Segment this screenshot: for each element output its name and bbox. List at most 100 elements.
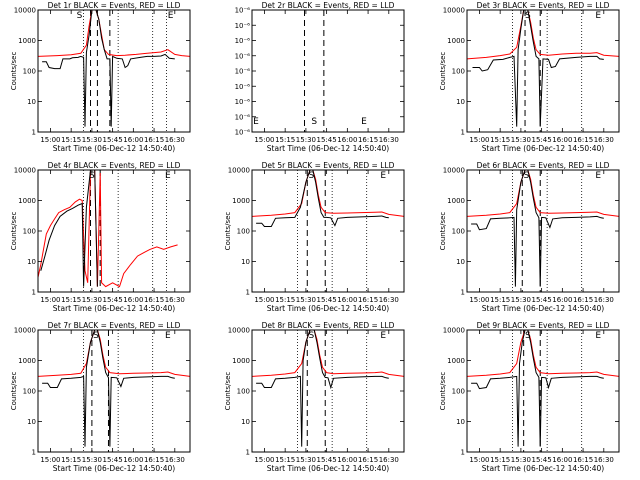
- y-axis-label: Counts/sec: [10, 372, 18, 411]
- y-tick-label: 10⁻⁶: [235, 129, 251, 137]
- series-line-events: [471, 169, 604, 287]
- y-axis-label: Counts/sec: [10, 212, 18, 251]
- marker-label: E: [253, 117, 259, 127]
- x-tick-label: 15:15: [490, 296, 510, 304]
- x-tick-label: 15:15: [275, 136, 295, 144]
- marker-label: S: [311, 117, 317, 127]
- x-tick-label: 16:30: [379, 296, 399, 304]
- x-tick-label: 15:00: [254, 296, 274, 304]
- y-tick-label: 10: [241, 418, 250, 426]
- x-tick-label: 15:45: [532, 136, 552, 144]
- marker-label: E: [380, 331, 386, 341]
- marker-label: S: [77, 11, 83, 21]
- x-tick-label: 15:15: [61, 136, 81, 144]
- x-tick-label: 15:45: [317, 296, 337, 304]
- x-tick-label: 15:15: [490, 456, 510, 464]
- y-tick-label: 100: [452, 68, 465, 76]
- x-tick-label: 15:45: [532, 456, 552, 464]
- y-tick-label: 100: [452, 228, 465, 236]
- series-line-events: [40, 169, 98, 287]
- marker-label: E: [168, 11, 174, 21]
- x-tick-label: 15:15: [275, 296, 295, 304]
- y-tick-label: 100: [452, 388, 465, 396]
- y-tick-label: 100: [23, 228, 36, 236]
- x-tick-label: 16:15: [144, 456, 164, 464]
- x-tick-label: 15:30: [82, 456, 102, 464]
- x-axis-label: Start Time (06-Dec-12 14:50:40): [53, 304, 175, 313]
- series-line-lld: [37, 169, 178, 288]
- y-tick-label: 10⁻⁶: [235, 113, 251, 121]
- x-tick-label: 16:00: [123, 136, 143, 144]
- y-tick-label: 100: [237, 228, 250, 236]
- panel-title: Det 4r BLACK = Events, RED = LLD: [48, 161, 181, 170]
- x-tick-label: 16:30: [379, 456, 399, 464]
- x-tick-label: 16:00: [552, 456, 572, 464]
- y-axis-label: Counts/sec: [439, 372, 447, 411]
- y-tick-label: 10000: [443, 167, 465, 175]
- x-tick-label: 15:45: [103, 136, 123, 144]
- x-tick-label: 16:30: [165, 456, 185, 464]
- x-tick-label: 15:30: [296, 136, 316, 144]
- y-tick-label: 10: [27, 98, 36, 106]
- x-tick-label: 15:30: [296, 296, 316, 304]
- x-tick-label: 16:15: [573, 456, 593, 464]
- x-tick-label: 15:45: [317, 456, 337, 464]
- marker-label: E: [380, 171, 386, 181]
- y-tick-label: 1000: [18, 197, 36, 205]
- series-line-events: [472, 9, 604, 127]
- panel-title: Det 9r BLACK = Events, RED = LLD: [477, 321, 610, 330]
- y-tick-label: 10: [456, 418, 465, 426]
- y-tick-label: 10000: [443, 327, 465, 335]
- x-tick-label: 15:15: [490, 136, 510, 144]
- y-tick-label: 1000: [18, 357, 36, 365]
- x-tick-label: 16:15: [573, 136, 593, 144]
- x-axis-label: Start Time (06-Dec-12 14:50:40): [53, 144, 175, 153]
- marker-label: E: [595, 331, 601, 341]
- marker-label: S: [525, 11, 531, 21]
- x-axis-label: Start Time (06-Dec-12 14:50:40): [53, 464, 175, 473]
- x-tick-label: 15:30: [511, 136, 531, 144]
- marker-label: S: [524, 171, 530, 181]
- x-tick-label: 16:00: [337, 456, 357, 464]
- y-tick-label: 10: [456, 258, 465, 266]
- x-tick-label: 16:30: [594, 296, 614, 304]
- x-tick-label: 15:30: [82, 136, 102, 144]
- x-tick-label: 15:00: [40, 456, 60, 464]
- marker-label: S: [89, 171, 95, 181]
- x-tick-label: 15:00: [254, 136, 274, 144]
- y-tick-label: 1000: [232, 197, 250, 205]
- marker-label: E: [595, 11, 601, 21]
- x-tick-label: 16:30: [165, 296, 185, 304]
- x-tick-label: 16:15: [358, 296, 378, 304]
- y-axis-label: Counts/sec: [439, 212, 447, 251]
- y-tick-label: 10⁻⁶: [235, 22, 251, 30]
- y-tick-label: 1: [461, 449, 465, 457]
- x-tick-label: 16:00: [552, 136, 572, 144]
- y-tick-label: 10000: [14, 167, 36, 175]
- y-tick-label: 1: [32, 289, 36, 297]
- x-tick-label: 15:45: [103, 296, 123, 304]
- x-tick-label: 16:30: [165, 136, 185, 144]
- x-tick-label: 16:15: [358, 456, 378, 464]
- x-tick-label: 15:30: [511, 296, 531, 304]
- x-tick-label: 16:15: [358, 136, 378, 144]
- y-axis-label: Counts/sec: [224, 212, 232, 251]
- series-line-events: [256, 329, 389, 447]
- x-tick-label: 15:15: [61, 456, 81, 464]
- y-tick-label: 100: [23, 68, 36, 76]
- plot-frame: [37, 9, 191, 133]
- panel-title: Det 2r BLACK = Events, RED = LLD: [262, 1, 395, 10]
- marker-label: E: [595, 171, 601, 181]
- x-tick-label: 15:15: [275, 456, 295, 464]
- y-tick-label: 10⁻⁶: [235, 37, 251, 45]
- x-tick-label: 15:30: [82, 296, 102, 304]
- x-tick-label: 15:30: [511, 456, 531, 464]
- x-axis-label: Start Time (06-Dec-12 14:50:40): [482, 304, 604, 313]
- y-tick-label: 1000: [447, 37, 465, 45]
- y-axis-label: Counts/sec: [224, 372, 232, 411]
